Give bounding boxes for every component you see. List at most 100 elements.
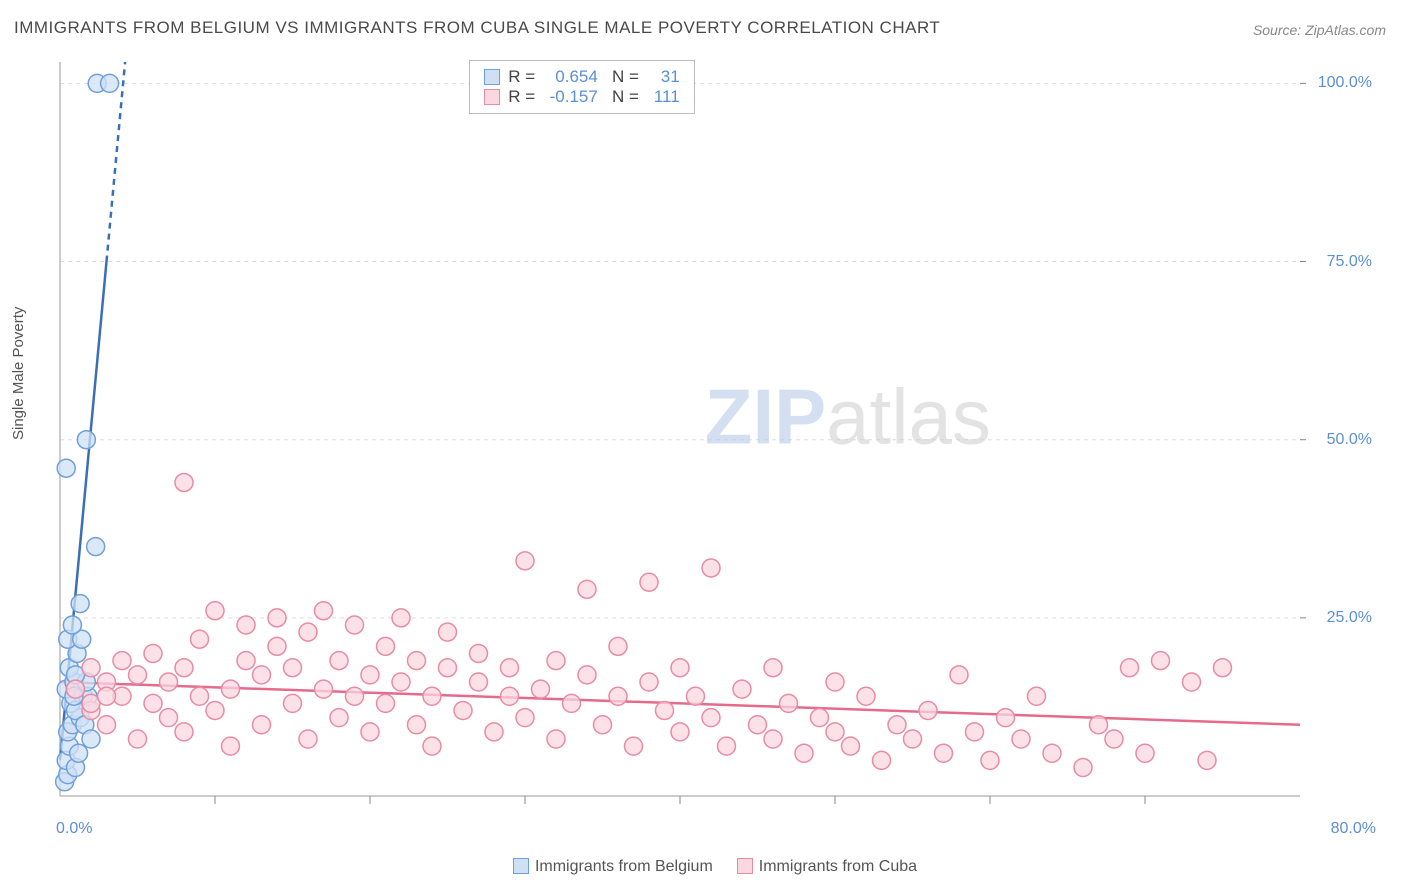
- legend-swatch: [737, 858, 753, 874]
- data-point: [129, 666, 147, 684]
- data-point: [547, 730, 565, 748]
- y-axis-label: Single Male Poverty: [10, 307, 27, 440]
- data-point: [423, 737, 441, 755]
- legend-swatch: [513, 858, 529, 874]
- data-point: [330, 709, 348, 727]
- bottom-legend: Immigrants from BelgiumImmigrants from C…: [0, 858, 1406, 876]
- data-point: [609, 687, 627, 705]
- data-point: [315, 602, 333, 620]
- watermark: ZIPatlas: [705, 373, 991, 461]
- data-point: [175, 659, 193, 677]
- data-point: [1152, 652, 1170, 670]
- data-point: [113, 652, 131, 670]
- legend-label: Immigrants from Cuba: [759, 858, 917, 875]
- data-point: [206, 602, 224, 620]
- data-point: [284, 694, 302, 712]
- data-point: [377, 637, 395, 655]
- legend-swatch: [484, 69, 500, 85]
- data-point: [1121, 659, 1139, 677]
- data-point: [950, 666, 968, 684]
- stats-row: R = -0.157 N = 111: [484, 87, 679, 107]
- data-point: [1136, 744, 1154, 762]
- data-point: [470, 644, 488, 662]
- data-point: [284, 659, 302, 677]
- data-point: [253, 716, 271, 734]
- data-point: [919, 701, 937, 719]
- data-point: [826, 723, 844, 741]
- data-point: [1183, 673, 1201, 691]
- correlation-stats-box: R = 0.654 N = 31R = -0.157 N = 111: [469, 60, 694, 114]
- data-point: [702, 709, 720, 727]
- data-point: [470, 673, 488, 691]
- legend-swatch: [484, 89, 500, 105]
- data-point: [77, 431, 95, 449]
- data-point: [82, 659, 100, 677]
- data-point: [237, 652, 255, 670]
- data-point: [299, 623, 317, 641]
- data-point: [98, 716, 116, 734]
- data-point: [408, 716, 426, 734]
- data-point: [702, 559, 720, 577]
- data-point: [346, 616, 364, 634]
- data-point: [1214, 659, 1232, 677]
- data-point: [780, 694, 798, 712]
- data-point: [532, 680, 550, 698]
- data-point: [1012, 730, 1030, 748]
- chart-title: IMMIGRANTS FROM BELGIUM VS IMMIGRANTS FR…: [14, 18, 940, 38]
- data-point: [656, 701, 674, 719]
- data-point: [1105, 730, 1123, 748]
- data-point: [392, 673, 410, 691]
- r-value: -0.157: [540, 87, 598, 107]
- data-point: [997, 709, 1015, 727]
- data-point: [873, 751, 891, 769]
- data-point: [392, 609, 410, 627]
- data-point: [439, 623, 457, 641]
- data-point: [826, 673, 844, 691]
- y-tick-label: 50.0%: [1327, 431, 1372, 449]
- data-point: [98, 687, 116, 705]
- data-point: [315, 680, 333, 698]
- data-point: [640, 673, 658, 691]
- data-point: [160, 673, 178, 691]
- data-point: [1028, 687, 1046, 705]
- data-point: [206, 701, 224, 719]
- data-point: [87, 538, 105, 556]
- data-point: [454, 701, 472, 719]
- data-point: [795, 744, 813, 762]
- data-point: [191, 687, 209, 705]
- data-point: [191, 630, 209, 648]
- data-point: [71, 595, 89, 613]
- data-point: [1043, 744, 1061, 762]
- data-point: [129, 730, 147, 748]
- data-point: [57, 459, 75, 477]
- data-point: [63, 616, 81, 634]
- data-point: [811, 709, 829, 727]
- data-point: [82, 730, 100, 748]
- data-point: [101, 74, 119, 92]
- data-point: [981, 751, 999, 769]
- n-value: 111: [644, 87, 680, 107]
- data-point: [609, 637, 627, 655]
- data-point: [764, 659, 782, 677]
- data-point: [361, 666, 379, 684]
- data-point: [330, 652, 348, 670]
- data-point: [935, 744, 953, 762]
- data-point: [501, 687, 519, 705]
- data-point: [718, 737, 736, 755]
- data-point: [671, 659, 689, 677]
- data-point: [966, 723, 984, 741]
- data-point: [547, 652, 565, 670]
- data-point: [842, 737, 860, 755]
- data-point: [423, 687, 441, 705]
- data-point: [733, 680, 751, 698]
- data-point: [578, 666, 596, 684]
- x-tick-label: 0.0%: [56, 820, 92, 838]
- data-point: [516, 709, 534, 727]
- data-point: [70, 744, 88, 762]
- data-point: [253, 666, 271, 684]
- data-point: [578, 580, 596, 598]
- data-point: [175, 723, 193, 741]
- data-point: [888, 716, 906, 734]
- x-tick-label: 80.0%: [1331, 820, 1376, 838]
- data-point: [361, 723, 379, 741]
